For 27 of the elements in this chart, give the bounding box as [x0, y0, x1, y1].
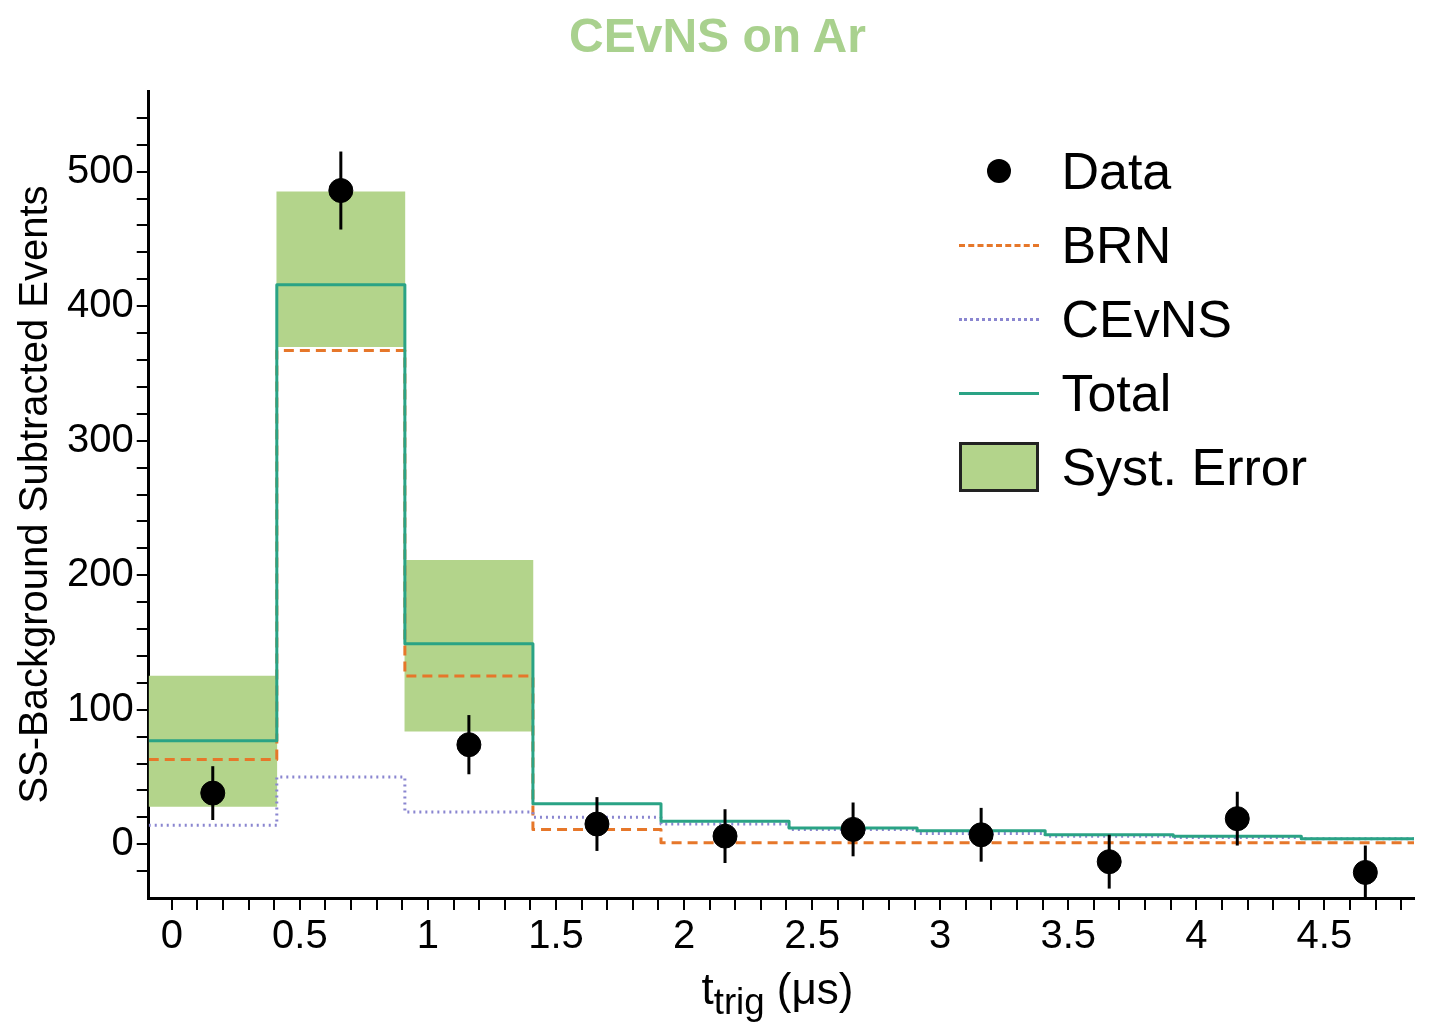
x-tick-label: 4.5 [1296, 912, 1353, 957]
x-tick-label: 0 [160, 912, 183, 957]
x-tick-label: 3.5 [1040, 912, 1097, 957]
x-tick-label: 1.5 [528, 912, 584, 957]
y-tick-label: 400 [66, 281, 134, 326]
bar [276, 191, 406, 347]
y-tick-label: 500 [66, 146, 134, 191]
x-tick-label: 4 [1185, 912, 1208, 957]
y-tick-label: 200 [66, 550, 134, 595]
x-tick-label: 2.5 [784, 912, 840, 957]
x-tick-label: 3 [929, 912, 952, 957]
y-tick-label: 300 [66, 415, 134, 460]
y-tick-label: 100 [66, 684, 134, 729]
legend-label: Total [1061, 363, 1172, 423]
legend-label: CEvNS [1061, 289, 1232, 349]
x-tick-label: 1 [416, 912, 440, 957]
x-axis-title: t$_{trig}$ (μs) [700, 964, 855, 1023]
x-tick-label: 0.5 [272, 912, 328, 957]
bar [148, 675, 278, 807]
y-axis-title: SS-Background Subtracted Events [11, 185, 56, 804]
legend-label: Data [1061, 141, 1172, 201]
legend-label: BRN [1061, 215, 1172, 275]
bar [404, 560, 534, 732]
y-tick-label: 0 [111, 819, 134, 864]
legend-label: Syst. Error [1061, 437, 1307, 497]
chart-title: CEvNS on Ar [568, 8, 867, 64]
x-tick-label: 2 [672, 912, 696, 957]
